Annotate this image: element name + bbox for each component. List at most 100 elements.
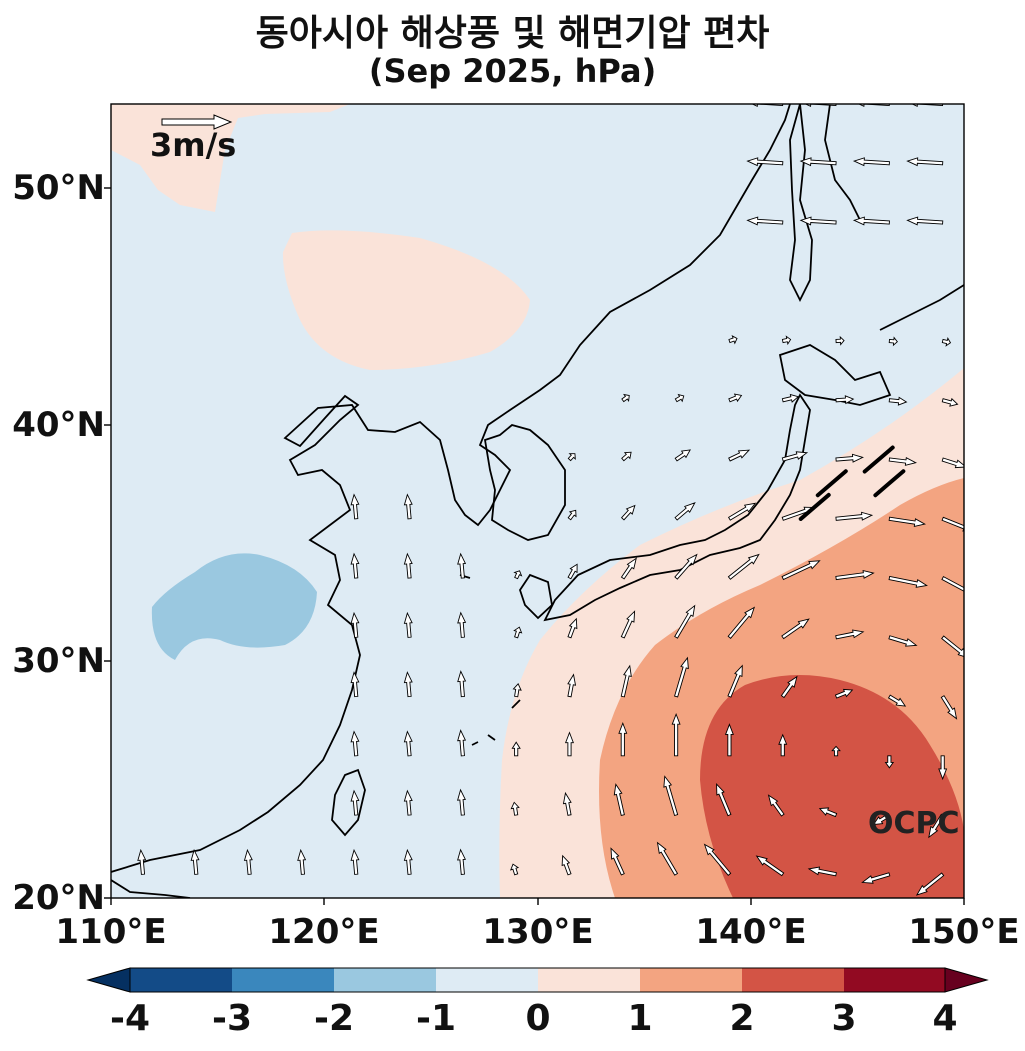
wind-vector-arrow [613,783,625,816]
wind-vector-arrow [137,848,147,875]
wind-vector-arrow [567,617,578,639]
wind-vector-arrow [350,848,360,875]
wind-vector-arrow [728,449,751,462]
colorbar-label-m3: -3 [212,998,252,1039]
wind-vector-arrow [941,516,964,532]
wind-vector-arrow [190,848,200,875]
lon-label-150e: 150°E [908,912,1020,952]
wind-vector-arrow [727,502,757,521]
wind-vector-arrow [835,395,855,405]
wind-vector-arrow [457,729,467,757]
reference-vector-label: 3m/s [150,126,237,164]
wind-vector-arrow [727,606,756,639]
wind-vector-arrow [562,791,572,816]
wind-vector-arrow [620,610,636,639]
wind-vector-arrow [746,157,784,167]
wind-vector-arrow [888,635,918,647]
colorbar-label-m4: -4 [110,998,150,1039]
wind-vector-arrow [835,511,874,521]
lon-label-120e: 120°E [268,912,380,952]
wind-vector-arrow [781,451,809,462]
colorbar-label-m1: -1 [416,998,456,1039]
wind-vector-arrow [350,789,360,816]
wind-vector-arrow [656,841,679,876]
wind-vector-arrow [835,335,845,346]
wind-vector-arrow [887,694,907,707]
wind-vector-arrow [728,335,738,345]
map-title: 동아시아 해상풍 및 해면기압 편차 [255,13,770,54]
okhotsk-coast [824,104,861,221]
wind-vector-arrow [767,794,785,817]
wind-vector-arrow [888,396,908,406]
wind-vector-arrow [510,863,520,876]
japan-hokkaido [778,344,892,406]
wind-vector-arrow [564,731,574,757]
wind-vector-arrow [906,157,944,167]
wind-vector-arrow [781,335,792,346]
wind-vector-arrow [674,553,698,580]
wind-vector-arrow [567,673,577,698]
negative-china [151,553,317,660]
wind-vector-arrow [457,848,467,875]
wind-vector-arrow [350,611,360,638]
wind-vector-arrow [457,611,467,638]
wind-vector-arrow [703,843,732,876]
sakhalin [789,104,813,303]
wind-vector-arrow [457,670,467,698]
wind-vector-arrow [915,872,945,896]
wind-vector-arrow [938,755,948,781]
wind-vector-arrow [888,575,928,588]
coastlines [111,104,964,898]
wind-vector-arrow [403,611,413,638]
wind-vector-arrow [403,789,413,816]
lon-label-130e: 130°E [482,912,594,952]
colorbar-label-0: 0 [525,998,551,1039]
wind-vector-arrow [674,502,696,521]
wind-vector-arrow [510,801,520,816]
lon-label-110e: 110°E [55,912,167,952]
wind-vector-arrow [941,576,964,599]
wind-vector-arrow [799,157,837,167]
wind-vector-arrow [834,688,854,699]
colorbar-label-2: 2 [729,998,755,1039]
wind-vector-arrow [403,730,413,757]
japan-honshu [543,393,811,622]
wind-vector-arrow [861,872,891,884]
wind-vector-arrow [567,509,577,521]
korea-coast [483,424,566,541]
wind-vector-arrow [872,813,891,826]
wind-vector-arrow [671,712,681,757]
wind-vector-arrow [621,393,630,403]
wind-vector-arrow [716,783,732,817]
wind-vector-arrow [835,569,875,581]
wind-vector-arrow [928,813,945,839]
significant-wind-arrow [815,469,848,498]
lat-label-50n: 50°N [12,168,105,208]
ryukyu-islands [459,574,521,746]
wind-vector-arrow [674,393,685,403]
wind-vector-arrow [403,671,413,698]
colorbar-under [86,967,131,993]
wind-vector-arrow [403,552,413,579]
wind-vector-arrow [350,671,360,698]
colorbar-label-3: 3 [831,998,857,1039]
lon-label-140e: 140°E [695,912,807,952]
wind-vector-arrow [818,807,838,818]
taiwan [331,768,366,837]
colorbar-bin-7 [742,968,844,992]
wind-vector-arrow [620,557,637,580]
colorbar-label-4: 4 [932,998,958,1039]
wind-vector-arrow [620,504,636,521]
wind-vector-arrow [852,157,890,167]
axis-ticks [104,187,965,905]
wind-vector-arrow [807,866,837,877]
colorbar-bin-2 [232,968,334,992]
colorbar-label-1: 1 [627,998,653,1039]
wind-vectors [137,104,964,896]
wind-vector-arrow [567,563,578,580]
wind-vector-arrow [941,337,952,347]
wind-vector-arrow [620,664,632,698]
wind-vector-arrow [781,560,821,581]
wind-vector-arrow [457,788,466,816]
